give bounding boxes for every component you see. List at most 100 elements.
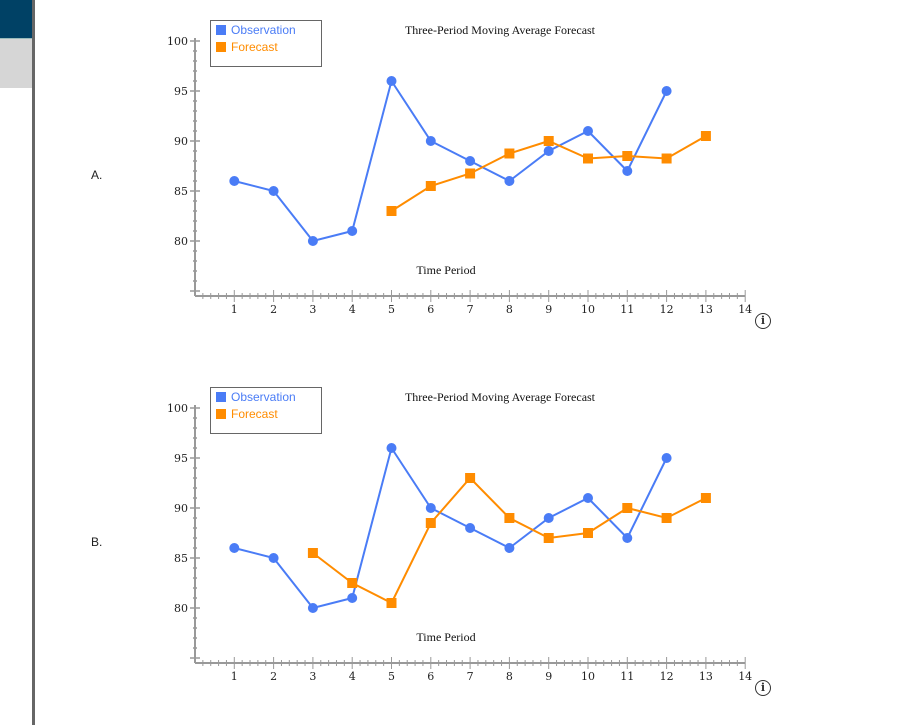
chart-title: Three-Period Moving Average Forecast [405, 23, 596, 37]
series-line-observation [234, 445, 668, 610]
legend-item: Observation [211, 390, 321, 405]
y-tick-label: 85 [174, 185, 188, 198]
legend: Observation Forecast [210, 387, 322, 434]
observation-point [622, 166, 633, 176]
forecast-point [386, 206, 397, 216]
forecast-point [543, 136, 554, 146]
legend-swatch [216, 409, 226, 419]
y-tick-label: 95 [174, 452, 188, 465]
x-tick-label: 11 [620, 303, 634, 316]
x-tick-label: 7 [467, 303, 474, 316]
forecast-point [504, 513, 515, 523]
observation-point [504, 176, 515, 186]
observation-point [347, 226, 358, 236]
x-tick-label: 11 [620, 670, 634, 683]
observation-point [386, 443, 397, 453]
legend-swatch [216, 392, 226, 402]
x-tick-label: 14 [738, 303, 752, 316]
forecast-point [347, 578, 358, 588]
observation-point [229, 176, 240, 186]
x-tick-label: 9 [545, 670, 552, 683]
observation-point [425, 136, 436, 146]
forecast-point [661, 513, 672, 523]
observation-point [661, 86, 672, 96]
y-tick-label: 80 [174, 602, 188, 615]
left-sidebar [0, 0, 35, 725]
x-tick-label: 14 [738, 670, 752, 683]
forecast-point [622, 151, 633, 161]
x-tick-label: 5 [388, 670, 395, 683]
y-tick-label: 100 [167, 402, 188, 415]
observation-point [425, 503, 436, 513]
x-tick-label: 3 [309, 670, 316, 683]
forecast-point [700, 493, 711, 503]
y-tick-label: 80 [174, 235, 188, 248]
y-tick-label: 95 [174, 85, 188, 98]
legend-item: Forecast [211, 407, 321, 422]
legend-item: Observation [211, 23, 321, 38]
x-tick-label: 1 [231, 303, 238, 316]
series-line-observation [234, 78, 668, 243]
x-tick-label: 1 [231, 670, 238, 683]
info-icon[interactable]: i [755, 680, 771, 696]
sidebar-header-block [0, 0, 32, 38]
legend-swatch [216, 42, 226, 52]
observation-point [347, 593, 358, 603]
x-tick-label: 10 [581, 670, 595, 683]
option-label: B. [91, 535, 103, 549]
legend-label: Observation [231, 23, 296, 37]
option-label: A. [91, 168, 103, 182]
x-tick-label: 8 [506, 303, 513, 316]
x-tick-label: 6 [427, 303, 434, 316]
x-tick-label: 13 [699, 670, 713, 683]
x-tick-label: 3 [309, 303, 316, 316]
observation-point [543, 146, 554, 156]
x-tick-label: 8 [506, 670, 513, 683]
x-tick-label: 2 [270, 670, 277, 683]
y-tick-label: 90 [174, 135, 188, 148]
legend-label: Forecast [231, 40, 278, 54]
forecast-point [386, 598, 397, 608]
x-tick-label: 5 [388, 303, 395, 316]
forecast-point [700, 131, 711, 141]
observation-point [307, 603, 318, 613]
x-tick-label: 13 [699, 303, 713, 316]
forecast-point [583, 528, 593, 538]
observation-point [543, 513, 554, 523]
x-tick-label: 12 [660, 303, 674, 316]
legend: Observation Forecast [210, 20, 322, 67]
y-tick-label: 85 [174, 552, 188, 565]
x-tick-label: 2 [270, 303, 277, 316]
x-tick-label: 7 [467, 670, 474, 683]
forecast-point [425, 518, 436, 528]
x-axis-label: Time Period [416, 263, 475, 277]
x-tick-label: 4 [349, 670, 356, 683]
observation-point [622, 533, 633, 543]
observation-point [504, 543, 515, 553]
observation-point [583, 126, 593, 136]
observation-point [583, 493, 593, 503]
observation-point [661, 453, 672, 463]
observation-point [465, 523, 476, 533]
forecast-point [465, 473, 476, 483]
observation-point [307, 236, 318, 246]
observation-point [229, 543, 240, 553]
x-tick-label: 4 [349, 303, 356, 316]
forecast-point [425, 181, 436, 191]
sidebar-tab[interactable] [0, 38, 32, 88]
forecast-point [622, 503, 633, 513]
y-tick-label: 100 [167, 35, 188, 48]
legend-label: Observation [231, 390, 296, 404]
x-tick-label: 6 [427, 670, 434, 683]
forecast-point [307, 548, 318, 558]
y-tick-label: 90 [174, 502, 188, 515]
forecast-point [583, 153, 593, 164]
forecast-point [543, 533, 554, 543]
forecast-point [465, 168, 476, 179]
legend-label: Forecast [231, 407, 278, 421]
observation-point [465, 156, 476, 166]
info-icon[interactable]: i [755, 313, 771, 329]
x-tick-label: 9 [545, 303, 552, 316]
